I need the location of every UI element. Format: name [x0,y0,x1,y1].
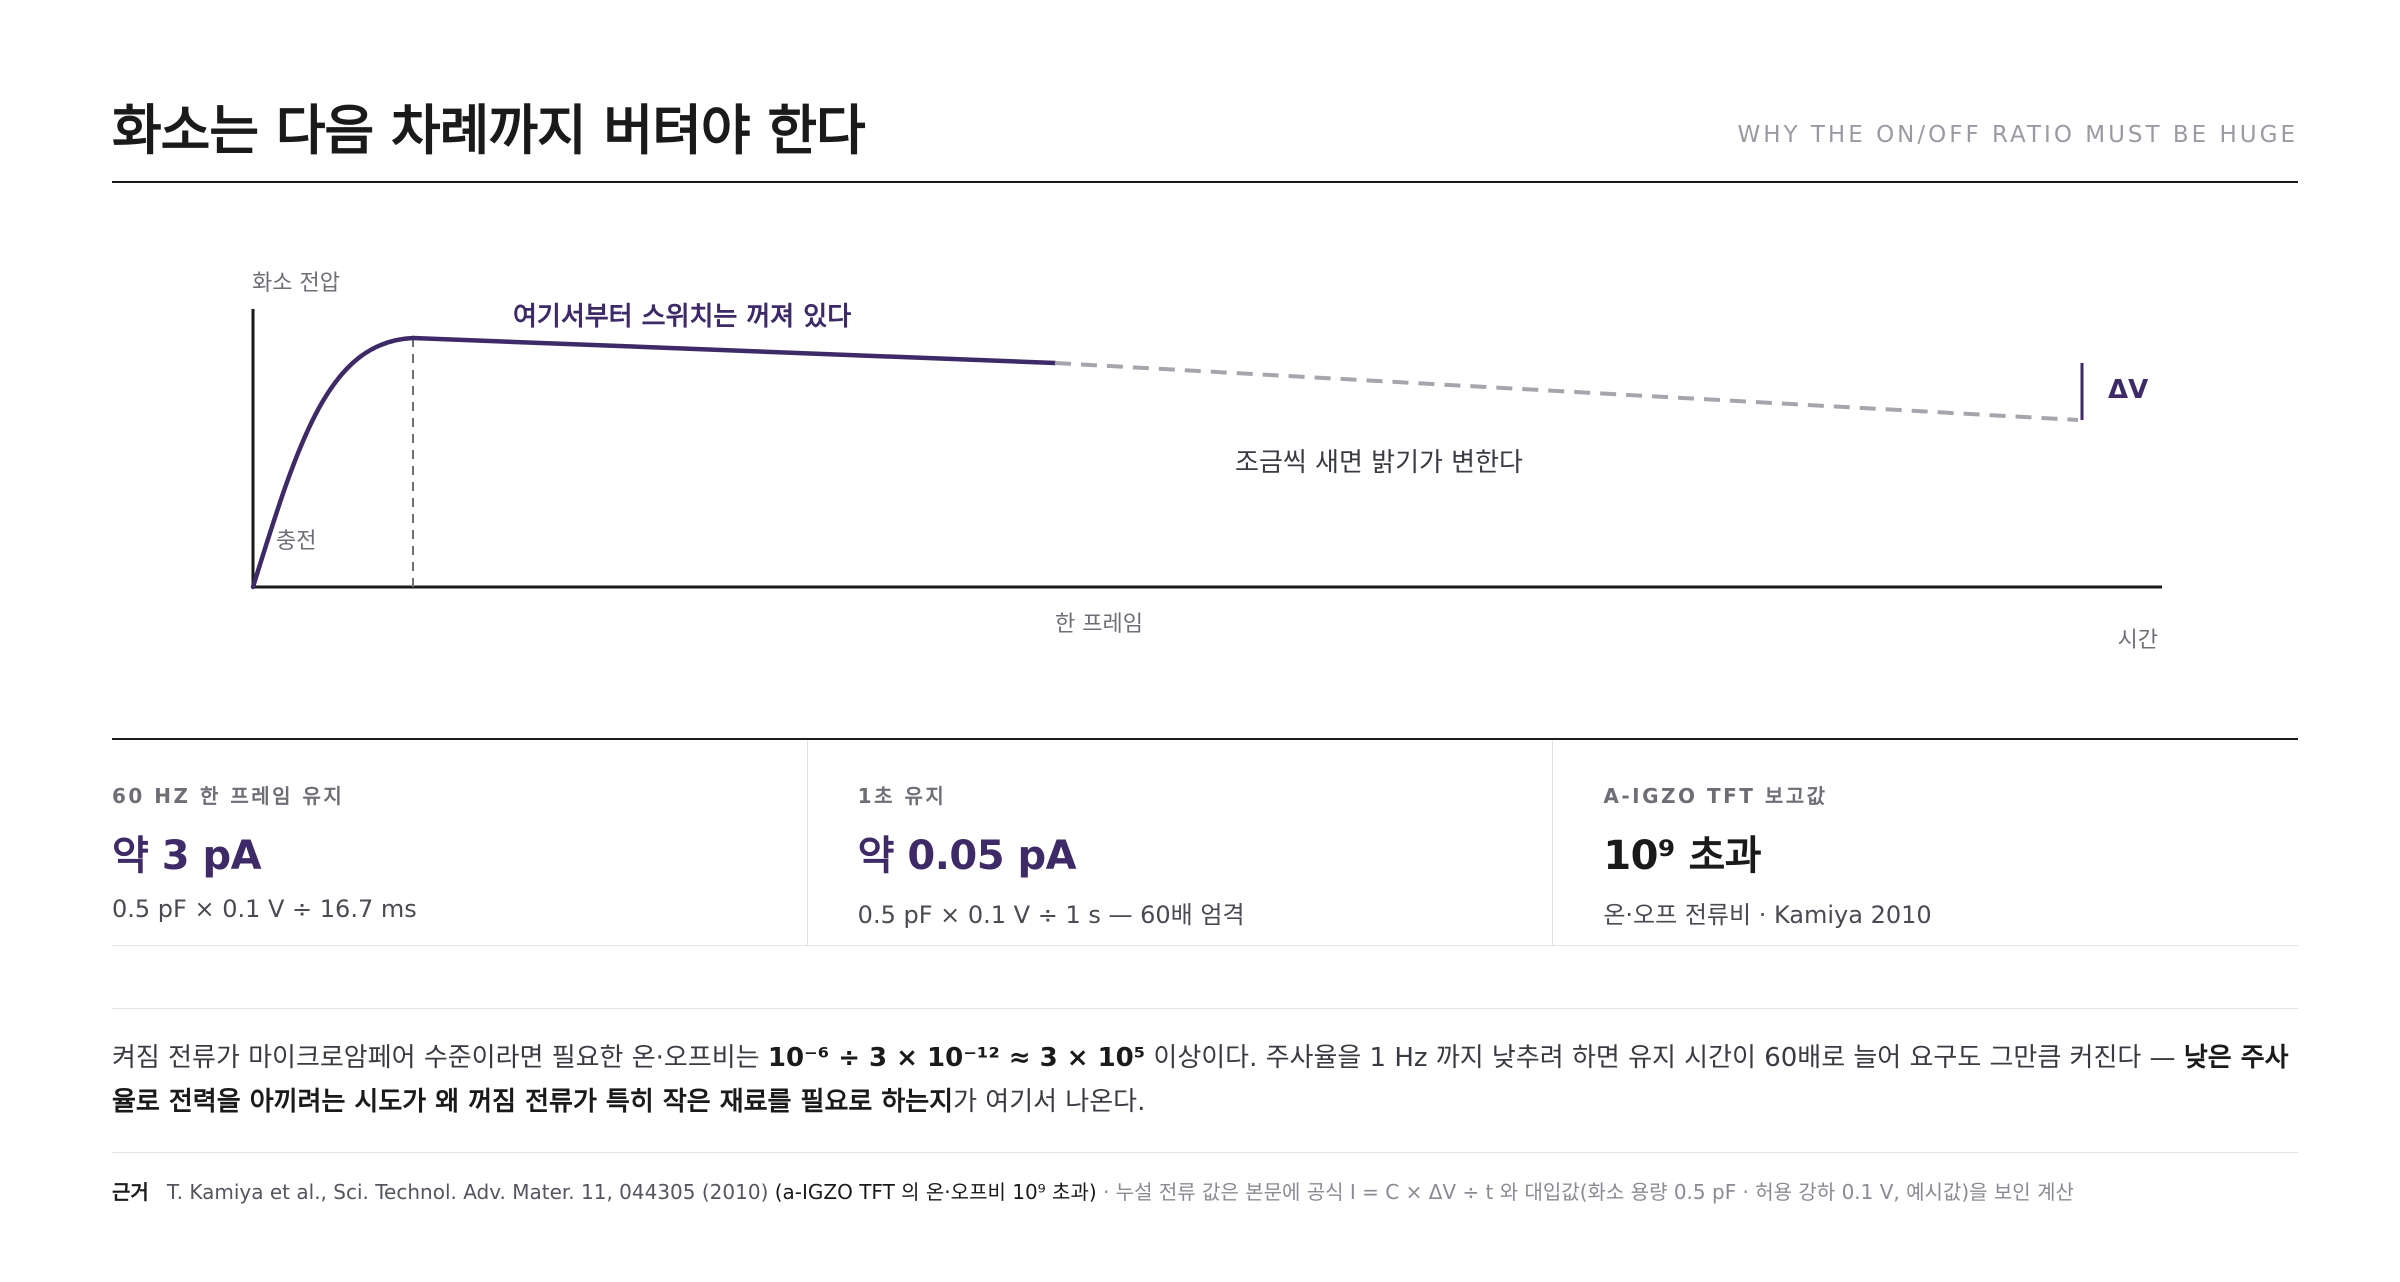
stat-note: 0.5 pF × 0.1 V ÷ 16.7 ms [112,895,417,923]
paragraph-emphasis: 낮은 주사율로 전력을 아끼려는 시도가 왜 꺼짐 전류가 특히 작은 재료를 … [112,1043,2289,1117]
paragraph-divider-bottom [112,1152,2298,1153]
stat-label: 1초 유지 [857,784,947,808]
source-calc-note: · 누설 전류 값은 본문에 공식 I = C × ΔV ÷ t 와 대입값(화… [1103,1180,2074,1204]
paragraph-part2: 이상이다. 주사율을 1 Hz 까지 낮추려 하면 유지 시간이 60배로 늘어… [1145,1043,2184,1073]
paragraph-divider-top [112,1008,2298,1009]
paragraph-part3: 가 여기서 나온다. [953,1087,1146,1117]
source-reference: T. Kamiya et al., Sci. Technol. Adv. Mat… [166,1180,769,1204]
stat-card-1s: 1초 유지 약 0.05 pA 0.5 pF × 0.1 V ÷ 1 s — 6… [806,740,1553,945]
page-title: 화소는 다음 차례까지 버텨야 한다 [112,99,866,162]
source-note: 근거 T. Kamiya et al., Sci. Technol. Adv. M… [112,1176,2298,1205]
charging-curve [250,335,416,590]
stat-card-igzo: A-IGZO TFT 보고값 10⁹ 초과 온·오프 전류비 · Kamiya … [1552,740,2298,945]
stats-row: 60 HZ 한 프레임 유지 약 3 pA 0.5 pF × 0.1 V ÷ 1… [112,740,2298,946]
drift-label: 조금씩 새면 밝기가 변한다 [1235,448,1523,478]
source-highlight: (a-IGZO TFT 의 온·오프비 10⁹ 초과) [774,1180,1097,1204]
stat-value: 10⁹ 초과 [1603,833,1762,879]
stat-value: 약 3 pA [112,833,262,879]
hold-voltage-line [410,335,1058,366]
voltage-hold-diagram: 화소 전압 ΔV 여기서부터 스위치는 꺼져 있다 조금씩 새면 밝기가 변한다… [250,271,2162,653]
y-axis-label: 화소 전압 [252,271,340,296]
leak-drift-line [1054,361,2079,422]
stat-label: A-IGZO TFT 보고값 [1603,784,1828,808]
switch-off-label: 여기서부터 스위치는 꺼져 있다 [513,302,851,332]
explanation-paragraph: 켜짐 전류가 마이크로암페어 수준이라면 필요한 온·오프비는 10⁻⁶ ÷ 3… [112,1036,2298,1124]
stat-note: 0.5 pF × 0.1 V ÷ 1 s — 60배 엄격 [857,901,1245,929]
stat-label: 60 HZ 한 프레임 유지 [112,784,345,808]
paragraph-part1: 켜짐 전류가 마이크로암페어 수준이라면 필요한 온·오프비는 [112,1043,768,1073]
stat-note: 온·오프 전류비 · Kamiya 2010 [1603,901,1932,929]
stat-card-60hz: 60 HZ 한 프레임 유지 약 3 pA 0.5 pF × 0.1 V ÷ 1… [112,740,807,945]
frame-label: 한 프레임 [1055,612,1143,637]
paragraph-formula: 10⁻⁶ ÷ 3 × 10⁻¹² ≈ 3 × 10⁵ [767,1043,1146,1073]
title-divider [112,181,2298,183]
stats-divider [112,738,2298,740]
charging-label: 충전 [276,529,316,554]
source-tag: 근거 [112,1180,149,1204]
x-axis-label: 시간 [2118,628,2158,653]
delta-v-label: ΔV [2108,375,2148,405]
stat-value: 약 0.05 pA [857,833,1077,879]
page-kicker: WHY THE ON/OFF RATIO MUST BE HUGE [1737,122,2298,148]
